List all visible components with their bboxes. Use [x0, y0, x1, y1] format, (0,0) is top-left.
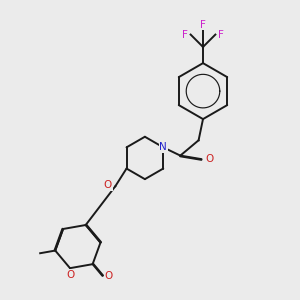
Text: F: F: [182, 30, 188, 40]
Text: O: O: [104, 180, 112, 190]
Text: N: N: [159, 142, 167, 152]
Text: F: F: [218, 30, 224, 40]
Text: O: O: [105, 271, 113, 281]
Text: O: O: [206, 154, 214, 164]
Text: F: F: [200, 20, 206, 30]
Text: O: O: [66, 270, 74, 280]
